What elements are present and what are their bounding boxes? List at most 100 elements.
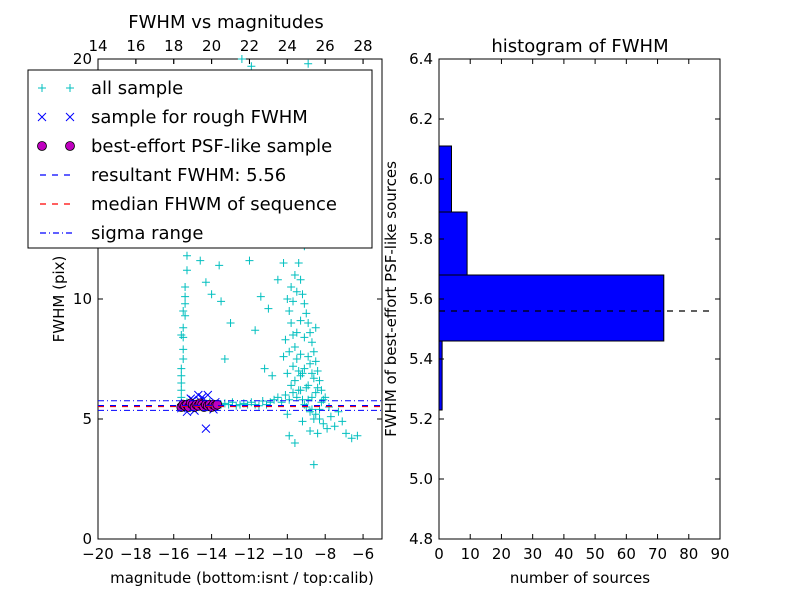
all-sample-point xyxy=(181,283,190,291)
all-sample-point xyxy=(347,434,356,443)
histogram-y-tick-label: 5.2 xyxy=(409,410,433,428)
histogram-title: histogram of FWHM xyxy=(491,36,668,57)
all-sample-point xyxy=(309,460,318,469)
scatter-x-tick-label: −8 xyxy=(314,545,336,563)
all-sample-point xyxy=(311,357,320,366)
scatter-title: FWHM vs magnitudes xyxy=(128,12,323,33)
all-sample-point xyxy=(177,371,186,380)
all-sample-point xyxy=(179,345,188,354)
all-sample-point xyxy=(298,395,307,404)
all-sample-point xyxy=(323,424,332,433)
scatter-top-tick-label: 18 xyxy=(164,37,183,55)
all-sample-point xyxy=(289,388,298,397)
histogram-x-tick-label: 30 xyxy=(523,545,542,563)
scatter-x-tick-label: −18 xyxy=(120,545,152,563)
all-sample-point xyxy=(298,369,307,378)
all-sample-point xyxy=(296,350,305,359)
legend-label: median FHWM of sequence xyxy=(91,194,337,215)
scatter-panel: FWHM vs magnitudes −20 −18 −16 −14 −12 −10 −8−… xyxy=(27,12,383,587)
scatter-y-tick-label: 10 xyxy=(73,290,92,308)
rough-fwhm-point xyxy=(193,390,203,400)
all-sample-point xyxy=(38,84,46,92)
scatter-top-tick-label: 26 xyxy=(316,37,335,55)
all-sample-point xyxy=(304,352,313,361)
all-sample-point xyxy=(338,417,347,426)
all-sample-point xyxy=(292,393,301,402)
all-sample-point xyxy=(182,266,191,275)
all-sample-point xyxy=(226,319,235,327)
all-sample-point xyxy=(177,379,186,387)
all-sample-point xyxy=(317,398,326,407)
histogram-y-tick-label: 5.6 xyxy=(409,290,433,308)
histogram-x-tick-label: 40 xyxy=(554,545,573,563)
all-sample-point xyxy=(311,323,320,332)
all-sample-point xyxy=(300,333,309,342)
scatter-y-tick-label: 5 xyxy=(82,410,92,428)
scatter-x-tick-label: −12 xyxy=(234,545,266,563)
histogram-y-tick-label: 5.8 xyxy=(409,230,433,248)
histogram-x-tick-label: 60 xyxy=(617,545,636,563)
all-sample-point xyxy=(307,338,316,347)
all-sample-point xyxy=(285,395,294,404)
all-sample-point xyxy=(292,287,301,296)
legend-label: sample for rough FWHM xyxy=(91,107,308,128)
scatter-top-ticks: 14 16 18 20 22 24 26 28 xyxy=(88,37,373,64)
rough-fwhm-point xyxy=(203,390,213,400)
all-sample-point xyxy=(290,439,299,447)
all-sample-point xyxy=(181,292,190,301)
all-sample-point xyxy=(290,271,299,279)
rough-fwhm-point xyxy=(37,112,47,122)
histogram-y-tick-label: 4.8 xyxy=(409,530,433,548)
scatter-y-label: FWHM (pix) xyxy=(50,256,68,343)
histogram-bar xyxy=(438,211,468,276)
all-sample-point xyxy=(251,400,260,409)
histogram-y-ticks: 4.8 5.0 5.2 5.4 5.6 5.8 6.0 6.2 6.4 xyxy=(409,50,720,548)
all-sample-point xyxy=(307,393,316,402)
histogram-x-tick-label: 20 xyxy=(492,545,511,563)
all-sample-point xyxy=(334,407,343,416)
scatter-x-tick-label: −10 xyxy=(272,545,304,563)
all-sample-point xyxy=(296,316,305,325)
all-sample-point xyxy=(353,431,362,440)
all-sample-point xyxy=(289,297,298,306)
scatter-top-tick-label: 22 xyxy=(240,37,259,55)
all-sample-point xyxy=(326,412,335,421)
histogram-x-tick-label: 90 xyxy=(710,545,729,563)
histogram-bars xyxy=(438,145,711,411)
all-sample-point xyxy=(342,429,351,438)
legend-entry: all sample xyxy=(38,78,183,99)
legend-entry: median FHWM of sequence xyxy=(40,194,337,215)
all-sample-point xyxy=(268,371,277,380)
all-sample-point xyxy=(287,283,296,291)
all-sample-point xyxy=(273,275,282,284)
all-sample-point xyxy=(281,391,290,399)
scatter-y-ticks: 0 5 10 20 xyxy=(73,50,382,548)
legend-label: resultant FWHM: 5.56 xyxy=(91,165,286,186)
all-sample-point xyxy=(315,376,324,385)
all-sample-point xyxy=(296,275,305,284)
all-sample-point xyxy=(279,259,288,267)
scatter-y-tick-label-top: 20 xyxy=(73,50,92,68)
all-sample-point xyxy=(285,307,294,315)
all-sample-point xyxy=(304,59,313,68)
all-sample-point xyxy=(290,343,299,351)
all-sample-point xyxy=(290,376,299,385)
all-sample-point xyxy=(306,359,315,368)
all-sample-point xyxy=(298,290,307,299)
scatter-x-ticks: −20 −18 −16 −14 −12 −10 −8 −6 xyxy=(82,59,374,563)
all-sample-point xyxy=(256,292,265,301)
scatter-legend-items: all sample sample for rough FWHM best-effo… xyxy=(37,78,337,244)
legend-entry: resultant FWHM: 5.56 xyxy=(40,165,286,186)
all-sample-point xyxy=(292,328,301,337)
histogram-panel: histogram of FWHM 0 10 20 30 40 50 60 70 80 90 4.… xyxy=(382,36,730,587)
all-sample-point xyxy=(330,422,339,431)
all-sample-point xyxy=(304,319,313,327)
all-sample-point xyxy=(217,297,226,306)
all-sample-point xyxy=(247,62,256,71)
histogram-bar xyxy=(438,274,665,342)
all-sample-point xyxy=(179,323,188,332)
all-sample-point xyxy=(251,326,260,335)
psf-like-point xyxy=(37,141,47,151)
all-sample-point xyxy=(237,55,246,63)
histogram-y-tick-label: 5.0 xyxy=(409,470,433,488)
